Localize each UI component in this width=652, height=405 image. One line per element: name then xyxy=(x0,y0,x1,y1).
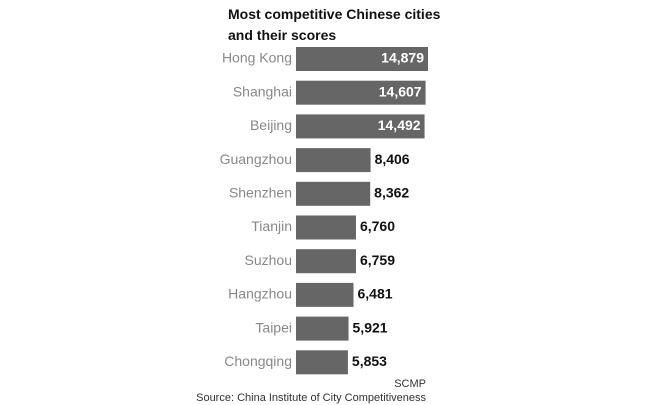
category-label: Taipei xyxy=(255,319,292,335)
bar xyxy=(296,114,425,139)
source: Source: China Institute of City Competit… xyxy=(196,392,426,404)
credit: SCMP xyxy=(394,378,426,390)
bar xyxy=(296,148,371,173)
value-label: 14,492 xyxy=(378,117,421,133)
category-label: Hong Kong xyxy=(222,50,292,66)
bar xyxy=(296,350,348,375)
value-label: 8,362 xyxy=(374,185,409,201)
bar xyxy=(296,47,428,71)
category-label: Hangzhou xyxy=(228,286,292,302)
value-label: 14,879 xyxy=(381,50,424,66)
value-label: 6,759 xyxy=(360,252,395,268)
bar xyxy=(296,215,356,240)
value-label: 5,921 xyxy=(353,319,388,335)
category-label: Tianjin xyxy=(251,218,292,234)
category-label: Shanghai xyxy=(233,83,292,99)
value-label: 8,406 xyxy=(375,151,410,167)
bar xyxy=(296,316,349,341)
category-label: Suzhou xyxy=(245,252,292,268)
chart-title: Most competitive Chinese cities and thei… xyxy=(228,6,441,43)
category-label: Guangzhou xyxy=(220,151,292,167)
value-label: 14,607 xyxy=(379,83,422,99)
bar xyxy=(296,249,356,274)
category-label: Chongqing xyxy=(224,353,292,369)
bar xyxy=(296,181,371,206)
bar xyxy=(296,80,426,105)
value-label: 6,481 xyxy=(357,286,392,302)
value-label: 6,760 xyxy=(360,218,395,234)
bar xyxy=(296,282,354,307)
value-label: 5,853 xyxy=(352,353,387,369)
category-label: Beijing xyxy=(250,117,292,133)
category-label: Shenzhen xyxy=(229,185,292,201)
